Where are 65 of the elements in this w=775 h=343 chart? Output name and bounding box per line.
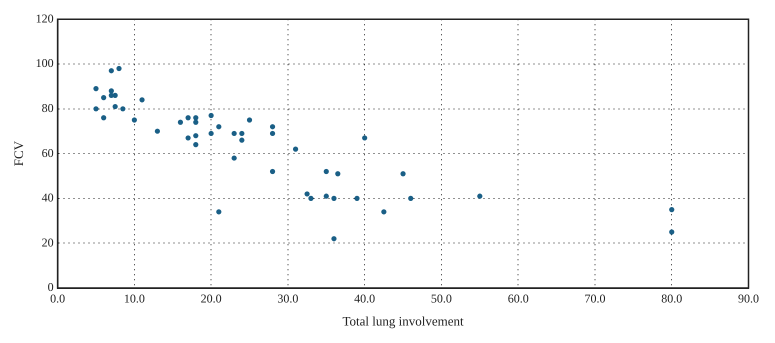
x-axis-title: Total lung involvement [342,314,464,329]
point [308,196,314,201]
y-tick-label: 20 [42,235,54,250]
point [112,92,118,98]
point [232,155,237,161]
point [193,120,198,125]
point [669,207,674,212]
x-tick-label: 80.0 [661,291,682,306]
point [408,196,414,201]
point [270,130,276,136]
point [120,106,126,112]
point [239,138,244,143]
x-tick-label: 20.0 [200,291,222,306]
point [193,142,198,148]
x-tick-label: 50.0 [430,291,452,306]
x-tick-label: 10.0 [124,291,145,306]
point [186,115,191,120]
point [193,115,198,120]
point [216,209,222,214]
point [112,104,118,110]
y-tick-label: 60 [42,146,54,160]
point [335,171,340,176]
point [669,229,674,235]
point [292,146,298,152]
point [216,124,222,130]
point [331,236,337,242]
x-tick-label: 70.0 [584,291,606,306]
point [400,171,406,176]
point [116,66,122,72]
point [270,168,276,174]
y-tick-label: 120 [36,11,54,26]
point [101,95,106,100]
point [186,135,191,141]
point [208,130,214,136]
x-tick-label: 30.0 [277,291,298,306]
y-tick-label: 100 [36,56,54,70]
point [108,68,114,74]
point [239,130,244,136]
point [93,106,99,112]
x-tick-label: 90.0 [738,291,759,306]
point [154,128,160,134]
point [108,88,114,94]
point [193,133,198,138]
point [477,194,482,199]
point [93,86,99,92]
point [246,117,252,123]
point [232,130,237,136]
point [354,196,360,201]
point [270,124,276,130]
x-tick-label: 60.0 [508,291,529,306]
point [178,120,184,125]
point [324,194,329,199]
point [208,112,214,118]
y-tick-label: 80 [42,100,54,115]
y-tick-label: 40 [42,190,54,205]
point [381,209,386,214]
point [331,196,337,201]
point [324,168,329,174]
x-tick-label: 40.0 [354,291,376,306]
point [132,117,137,123]
point [101,115,106,120]
point [139,97,145,102]
point [362,135,368,141]
y-axis-title: FCV [11,140,26,166]
point [304,191,310,197]
